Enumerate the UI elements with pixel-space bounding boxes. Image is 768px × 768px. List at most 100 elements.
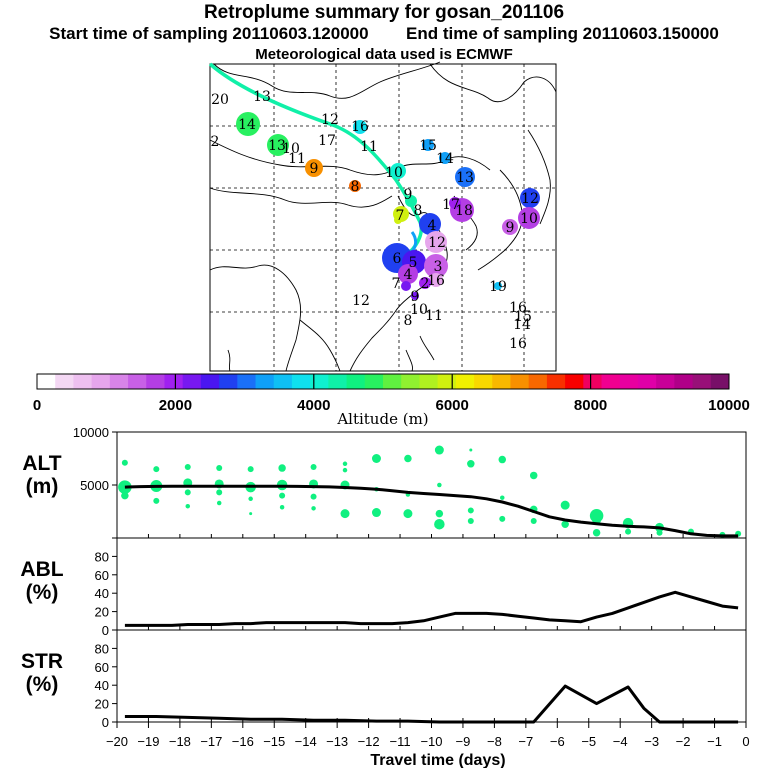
map-day-label: 14 — [513, 317, 531, 333]
colorbar-cells — [37, 374, 730, 389]
plume-circle — [422, 139, 434, 151]
x-tick-label: −2 — [676, 734, 691, 749]
altitude-point — [118, 480, 132, 494]
plume-circles — [236, 112, 540, 300]
plume-circle — [455, 167, 475, 187]
map-day-label: 10 — [282, 141, 300, 157]
y-tick-label: 20 — [95, 605, 109, 620]
map-day-label: 2 — [421, 276, 430, 292]
y-axis-name: (%) — [26, 581, 59, 604]
altitude-point — [153, 497, 160, 504]
map-day-label: 16 — [509, 336, 527, 352]
map-day-label: 6 — [393, 251, 402, 267]
altitude-point — [279, 492, 286, 499]
colorbar-cell — [109, 374, 129, 389]
colorbar-cell — [601, 374, 621, 389]
plume-circle — [439, 152, 451, 164]
map-day-label: 8 — [414, 203, 423, 219]
colorbar-cell — [455, 374, 475, 389]
map-day-label: 20 — [211, 92, 229, 108]
colorbar-cell — [656, 374, 675, 389]
panel-abl: 0 20 40 60 80 ABL(%) — [20, 537, 747, 638]
y-tick-label: 80 — [95, 549, 109, 564]
plume-circle — [236, 112, 260, 136]
altitude-point — [467, 518, 474, 525]
panel-str: 0 20 40 60 80 STR(%) — [21, 629, 747, 730]
colorbar-cell — [364, 374, 384, 389]
colorbar-cell — [310, 374, 329, 389]
plume-circle — [429, 273, 443, 287]
x-tick-label: −1 — [707, 734, 722, 749]
y-axis-name: (m) — [26, 475, 59, 498]
map-day-label: 9 — [411, 289, 420, 305]
colorbar-frame — [36, 373, 730, 390]
colorbar-tick-label: 0 — [33, 397, 41, 414]
colorbar-cell — [273, 374, 293, 389]
colorbar-cell — [91, 374, 111, 389]
colorbar-cell — [164, 374, 184, 389]
map-day-label: 3 — [434, 259, 443, 275]
altitude-point — [216, 489, 223, 496]
map-day-label: 5 — [409, 255, 418, 271]
map-day-label: 10 — [520, 211, 538, 227]
map-day-label: 12 — [321, 112, 339, 128]
map-day-label: 12 — [428, 235, 446, 251]
map-day-label: 16 — [509, 300, 527, 316]
colorbar-tick-label: 8000 — [574, 397, 607, 414]
altitude-point — [560, 500, 570, 510]
colorbar-cell — [346, 374, 366, 389]
colorbar-cell — [583, 374, 603, 389]
chart-title: Retroplume summary for gosan_201106 — [203, 2, 565, 23]
altitude-point — [311, 506, 316, 511]
altitude-point — [530, 518, 537, 525]
colorbar-cell — [419, 374, 439, 389]
y-axis-name: (%) — [26, 673, 59, 696]
map-day-label: 13 — [253, 89, 271, 105]
colorbar-cell — [182, 374, 202, 389]
y-tick-label: 20 — [95, 697, 109, 712]
plume-circle — [424, 254, 448, 278]
x-tick-label: −9 — [456, 734, 471, 749]
plume-circle — [494, 282, 502, 290]
map-day-label: 12 — [352, 293, 370, 309]
time-series-panels: 500010000ALT(m)020406080ABL(%)020406080S… — [20, 425, 749, 768]
altitude-point — [342, 461, 348, 467]
sampling-times: Start time of sampling 20110603.120000 E… — [0, 24, 768, 44]
altitude-point — [467, 507, 474, 514]
altitude-point — [185, 503, 191, 509]
x-tick-label: −17 — [200, 734, 222, 749]
plume-circle — [398, 264, 418, 284]
colorbar-cell — [73, 374, 93, 389]
map-day-label: 13 — [268, 138, 286, 154]
plume-circle — [518, 207, 540, 229]
colorbar-cell — [546, 374, 566, 389]
plume-circle — [449, 197, 461, 209]
map-day-label: 10 — [410, 302, 428, 318]
colorbar-tick-labels: 0 2000 4000 6000 8000 10000 — [33, 397, 750, 414]
colorbar-tick-label: 4000 — [297, 397, 330, 414]
x-tick-label: −3 — [644, 734, 659, 749]
plume-circle — [520, 188, 540, 208]
start-time-label: Start time of sampling 20110603.120000 — [49, 24, 369, 43]
map-day-label: 17 — [318, 133, 336, 149]
altitude-point — [310, 463, 317, 470]
map-day-label: 17 — [442, 197, 460, 213]
x-tick-label: −19 — [137, 734, 159, 749]
y-tick-label: 40 — [95, 586, 109, 601]
plume-circle — [411, 292, 419, 300]
x-tick-label: −15 — [263, 734, 285, 749]
x-tick-label: −4 — [613, 734, 628, 749]
trajectory-map: 20 13 12 16 14 13 10 11 17 11 9 2 15 14 … — [208, 61, 557, 372]
colorbar-cell — [565, 374, 584, 389]
x-axis: −20 −19 −18 −17 −16 −15 −14 −13 −12 −11 −10 −9 −8 −7−… — [106, 534, 750, 768]
altitude-point — [437, 482, 442, 488]
map-day-label: 14 — [238, 117, 256, 133]
altitude-point — [500, 495, 505, 500]
x-tick-label: 0 — [742, 734, 749, 749]
x-tick-label: −20 — [106, 734, 128, 749]
map-day-label: 15 — [514, 309, 532, 325]
colorbar-cell — [692, 374, 712, 389]
map-day-label: 9 — [404, 187, 413, 203]
colorbar-cell — [291, 374, 311, 389]
